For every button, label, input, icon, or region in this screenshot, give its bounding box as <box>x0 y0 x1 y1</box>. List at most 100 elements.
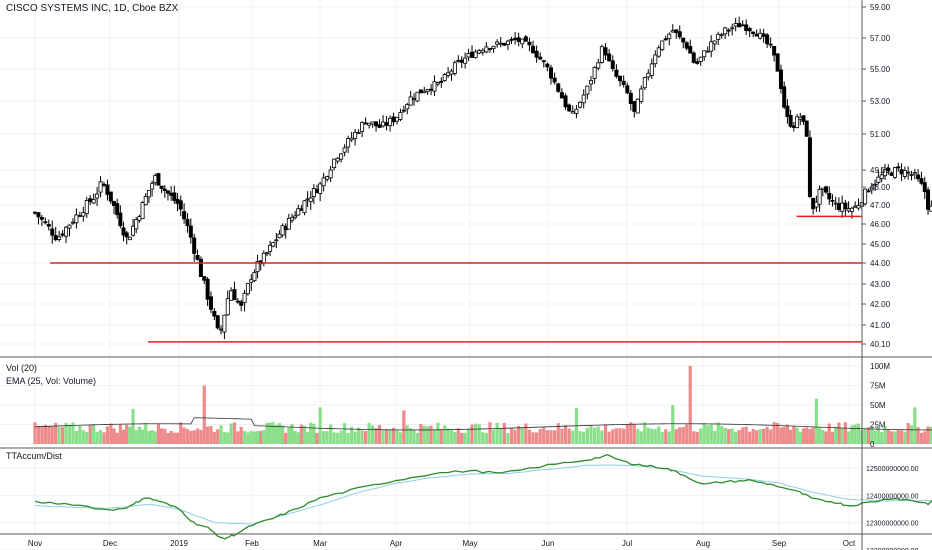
volume-bar <box>727 429 731 444</box>
candle-body <box>165 190 170 194</box>
candle-body <box>360 122 365 132</box>
volume-bar <box>271 422 275 444</box>
candle-body <box>67 224 72 229</box>
volume-bar <box>688 366 692 444</box>
volume-bar <box>436 422 440 444</box>
candle-body <box>660 40 665 50</box>
volume-bar <box>866 427 871 444</box>
candle-body <box>695 61 700 64</box>
price-tick-label: 51.00 <box>870 130 891 139</box>
volume-bar <box>343 423 347 444</box>
candle-body <box>425 89 430 92</box>
candle-body <box>863 188 868 205</box>
volume-bar <box>772 422 776 444</box>
candle-body <box>761 33 766 37</box>
volume-bar <box>388 429 392 444</box>
candle-body <box>691 52 696 63</box>
volume-bar <box>189 430 193 444</box>
candle-body <box>283 226 288 231</box>
candle-body <box>192 237 197 254</box>
candle-body <box>185 219 190 227</box>
volume-bar <box>830 431 835 444</box>
volume-bar <box>446 428 450 444</box>
volume-bar <box>287 427 291 444</box>
candle-body <box>567 104 572 112</box>
candle-body <box>785 105 790 118</box>
candle-body <box>271 242 276 247</box>
volume-bar <box>685 424 689 444</box>
volume-bar <box>520 427 524 444</box>
volume-bar <box>776 422 780 444</box>
candle-body <box>60 233 65 236</box>
candle-body <box>277 233 282 239</box>
candle-body <box>912 172 917 175</box>
volume-bar <box>582 431 586 444</box>
volume-bar <box>353 431 357 444</box>
candle-body <box>744 24 749 31</box>
candle-body <box>570 111 575 114</box>
candle-body <box>840 202 845 212</box>
ema-line <box>34 417 932 431</box>
candle-body <box>91 199 96 204</box>
candle-body <box>432 81 437 92</box>
volume-bar <box>667 431 671 444</box>
candle-body <box>798 116 803 120</box>
volume-bar <box>54 422 58 444</box>
volume-bar <box>916 427 920 444</box>
candle-body <box>849 207 854 212</box>
volume-bar <box>488 422 492 444</box>
candle-body <box>374 121 379 127</box>
candle-body <box>876 176 881 183</box>
candle-body <box>801 115 806 122</box>
volume-bar <box>395 429 399 444</box>
volume-bar <box>172 432 176 444</box>
volume-bar <box>909 425 914 444</box>
volume-bar <box>837 422 841 444</box>
candle-body <box>639 88 644 102</box>
volume-bar <box>206 426 210 444</box>
volume-bar <box>671 405 675 444</box>
candle-body <box>886 167 891 172</box>
candle-body <box>57 236 62 240</box>
volume-bar <box>789 429 793 444</box>
candle-body <box>549 67 554 79</box>
candle-body <box>408 96 413 106</box>
volume-bar <box>88 425 92 444</box>
candle-body <box>709 41 714 52</box>
candle-body <box>889 172 894 176</box>
volume-bar <box>102 432 106 444</box>
volume-tick-label: 50M <box>870 401 886 410</box>
volume-bar <box>398 432 403 444</box>
candle-body <box>830 200 835 202</box>
candle-body <box>108 191 113 202</box>
volume-bar <box>367 422 371 444</box>
candle-body <box>723 27 728 35</box>
volume-bar <box>785 424 789 444</box>
volume-bar <box>481 432 485 444</box>
volume-bar <box>153 431 157 444</box>
candle-body <box>618 75 623 82</box>
candle-body <box>84 200 89 215</box>
candle-body <box>596 62 601 69</box>
volume-bar <box>105 426 110 444</box>
candle-body <box>212 310 217 317</box>
candle-body <box>370 121 375 125</box>
candle-body <box>902 170 907 177</box>
candle-body <box>477 50 482 54</box>
candle-body <box>169 192 174 196</box>
volume-bar <box>517 425 521 444</box>
volume-bar <box>456 428 460 444</box>
volume-bar <box>453 431 457 444</box>
volume-bar <box>405 425 409 444</box>
volume-bar <box>412 430 416 444</box>
volume-bar <box>226 432 230 444</box>
candle-body <box>632 101 637 112</box>
candle-body <box>459 59 464 63</box>
volume-bar <box>128 426 132 444</box>
candle-body <box>293 215 298 219</box>
candle-body <box>162 188 167 191</box>
candle-body <box>175 198 180 204</box>
candle-body <box>381 121 386 127</box>
time-tick-label: Mar <box>313 539 327 548</box>
